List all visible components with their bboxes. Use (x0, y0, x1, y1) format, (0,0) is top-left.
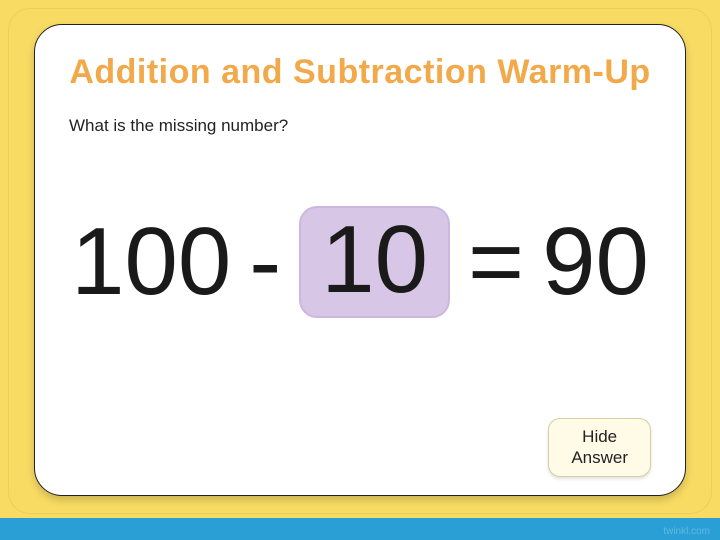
content-card: Addition and Subtraction Warm-Up What is… (34, 24, 686, 496)
equation-row: 100 - 10 = 90 (69, 206, 651, 318)
watermark-text: twinkl.com (663, 526, 710, 537)
button-label-line1: Hide (582, 427, 617, 446)
hide-answer-button[interactable]: Hide Answer (548, 418, 651, 477)
prompt-text: What is the missing number? (69, 116, 651, 136)
equals-sign: = (468, 214, 524, 310)
button-label-line2: Answer (571, 448, 628, 467)
operand-1: 100 (71, 214, 231, 310)
missing-number-box: 10 (299, 206, 450, 318)
operator-minus: - (249, 214, 281, 310)
result-number: 90 (542, 214, 649, 310)
footer-bar: twinkl.com (0, 518, 720, 540)
slide-title: Addition and Subtraction Warm-Up (69, 53, 651, 92)
